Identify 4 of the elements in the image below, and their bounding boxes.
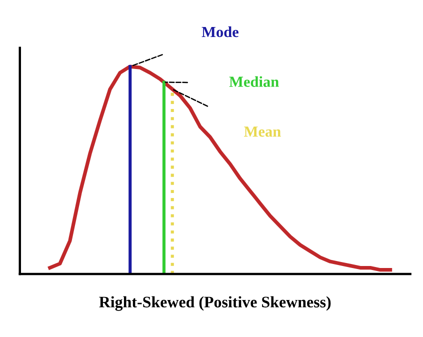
annotation: Mean bbox=[244, 126, 281, 137]
annotation: Median bbox=[229, 76, 279, 87]
text: Mode bbox=[202, 26, 238, 38]
x-axis-title: Right-Skewed (Positive Skewness) bbox=[99, 296, 331, 311]
